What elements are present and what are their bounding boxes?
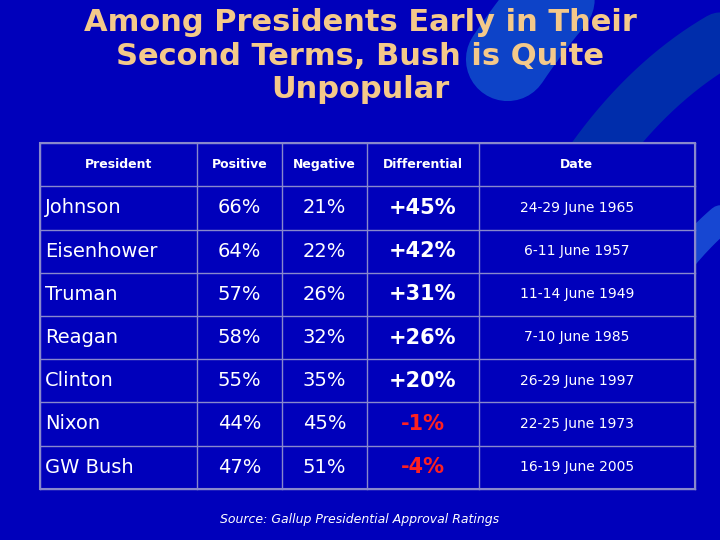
- Text: 57%: 57%: [217, 285, 261, 304]
- Text: 26-29 June 1997: 26-29 June 1997: [520, 374, 634, 388]
- Text: 21%: 21%: [303, 198, 346, 218]
- Text: Negative: Negative: [293, 158, 356, 171]
- Text: 45%: 45%: [303, 414, 346, 434]
- Text: 24-29 June 1965: 24-29 June 1965: [520, 201, 634, 215]
- Text: 6-11 June 1957: 6-11 June 1957: [524, 244, 629, 258]
- Text: 51%: 51%: [303, 457, 346, 477]
- Text: 11-14 June 1949: 11-14 June 1949: [520, 287, 634, 301]
- Text: 32%: 32%: [303, 328, 346, 347]
- Text: GW Bush: GW Bush: [45, 457, 133, 477]
- Text: -1%: -1%: [401, 414, 445, 434]
- Text: 64%: 64%: [217, 241, 261, 261]
- Text: Among Presidents Early in Their
Second Terms, Bush is Quite
Unpopular: Among Presidents Early in Their Second T…: [84, 8, 636, 104]
- Text: Nixon: Nixon: [45, 414, 100, 434]
- Text: 44%: 44%: [217, 414, 261, 434]
- Bar: [40, 143, 695, 489]
- Text: Positive: Positive: [212, 158, 267, 171]
- Text: 7-10 June 1985: 7-10 June 1985: [524, 330, 629, 345]
- Text: 16-19 June 2005: 16-19 June 2005: [520, 460, 634, 474]
- Text: +26%: +26%: [389, 327, 456, 348]
- Text: Date: Date: [560, 158, 593, 171]
- Text: President: President: [84, 158, 152, 171]
- Text: 26%: 26%: [303, 285, 346, 304]
- Text: 35%: 35%: [303, 371, 346, 390]
- Text: 22-25 June 1973: 22-25 June 1973: [520, 417, 634, 431]
- Text: Johnson: Johnson: [45, 198, 122, 218]
- Text: +31%: +31%: [389, 284, 456, 305]
- Text: -4%: -4%: [401, 457, 445, 477]
- Text: Truman: Truman: [45, 285, 117, 304]
- Text: Differential: Differential: [383, 158, 463, 171]
- Text: Reagan: Reagan: [45, 328, 118, 347]
- Text: +45%: +45%: [389, 198, 456, 218]
- Text: 58%: 58%: [217, 328, 261, 347]
- Text: 47%: 47%: [217, 457, 261, 477]
- Text: +42%: +42%: [389, 241, 456, 261]
- Text: 66%: 66%: [217, 198, 261, 218]
- Text: Eisenhower: Eisenhower: [45, 241, 158, 261]
- Text: 22%: 22%: [303, 241, 346, 261]
- Text: Clinton: Clinton: [45, 371, 114, 390]
- Text: 55%: 55%: [217, 371, 261, 390]
- Text: Source: Gallup Presidential Approval Ratings: Source: Gallup Presidential Approval Rat…: [220, 514, 500, 526]
- Text: +20%: +20%: [389, 370, 456, 391]
